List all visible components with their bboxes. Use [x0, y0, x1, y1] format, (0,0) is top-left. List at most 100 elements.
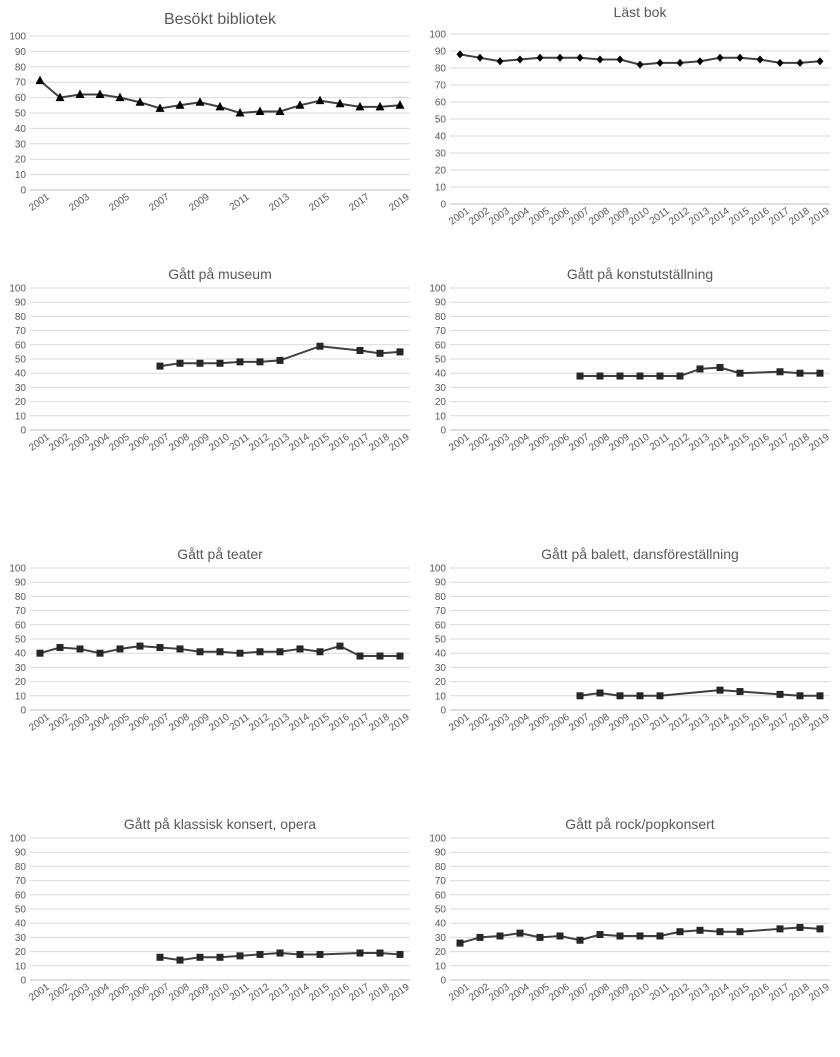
- data-point: [176, 359, 184, 367]
- y-tick-label: 0: [20, 426, 26, 437]
- x-tick-label: 2019: [807, 206, 832, 228]
- y-tick-label: 20: [15, 677, 27, 688]
- data-point: [316, 950, 324, 958]
- x-tick-label: 2007: [147, 192, 172, 214]
- data-point: [76, 645, 84, 653]
- data-point: [776, 690, 784, 698]
- data-point: [216, 953, 224, 961]
- x-tick-label: 2003: [67, 192, 92, 214]
- y-tick-label: 60: [435, 890, 447, 901]
- x-tick-label: 2011: [228, 712, 252, 734]
- data-point: [596, 55, 604, 64]
- y-tick-label: 40: [15, 124, 27, 135]
- y-tick-label: 40: [15, 369, 27, 380]
- y-tick-label: 70: [15, 606, 27, 617]
- data-point: [196, 953, 204, 961]
- y-tick-label: 90: [435, 848, 447, 859]
- chart-1: Läst bok01020304050607080901002001200220…: [429, 4, 832, 228]
- x-tick-label: 2011: [648, 206, 672, 228]
- y-tick-label: 20: [15, 947, 27, 958]
- y-tick-label: 0: [20, 976, 26, 987]
- y-tick-label: 100: [9, 284, 26, 295]
- y-tick-label: 10: [15, 691, 27, 702]
- data-point: [616, 55, 624, 64]
- chart-7: Gått på rock/popkonsert 0 10 20 30 40 50 60 70 80…: [429, 816, 832, 1004]
- x-tick-label: 2011: [228, 982, 252, 1004]
- y-tick-label: 30: [435, 383, 447, 394]
- y-tick-label: 50: [15, 905, 27, 916]
- y-tick-label: 100: [429, 30, 446, 41]
- y-tick-label: 60: [435, 98, 447, 109]
- data-point: [596, 689, 604, 697]
- data-point: [376, 652, 384, 660]
- data-point: [696, 57, 704, 66]
- x-tick-label: 2001: [27, 192, 52, 214]
- data-point: [616, 692, 624, 700]
- data-point: [315, 95, 325, 105]
- chart-title: Gått på balett, dansföreställning: [541, 546, 739, 562]
- data-point: [736, 928, 744, 936]
- data-point: [616, 932, 624, 940]
- data-point: [716, 53, 724, 62]
- x-tick-label: 2019: [387, 712, 412, 734]
- y-tick-label: 70: [15, 876, 27, 887]
- y-tick-label: 0: [20, 706, 26, 717]
- data-point: [816, 925, 824, 933]
- x-tick-label: 2019: [807, 982, 832, 1004]
- chart-title: Gått på teater: [177, 546, 263, 562]
- y-tick-label: 50: [435, 905, 447, 916]
- y-tick-label: 50: [15, 109, 27, 120]
- data-point: [316, 342, 324, 350]
- data-point: [396, 950, 404, 958]
- x-tick-label: 2019: [387, 192, 412, 214]
- data-point: [355, 101, 365, 111]
- y-tick-label: 20: [15, 397, 27, 408]
- y-tick-label: 80: [15, 312, 27, 323]
- data-point: [175, 100, 185, 109]
- y-tick-label: 10: [15, 170, 27, 181]
- data-point: [716, 928, 724, 936]
- data-point: [496, 932, 504, 940]
- data-point: [796, 369, 804, 377]
- chart-4: Gått på teater01020304050607080901002001…: [9, 546, 412, 734]
- data-point: [556, 932, 564, 940]
- data-point: [736, 369, 744, 377]
- y-tick-label: 20: [435, 166, 447, 177]
- y-tick-label: 70: [15, 78, 27, 89]
- y-tick-label: 30: [15, 383, 27, 394]
- y-tick-label: 10: [435, 183, 447, 194]
- data-point: [536, 53, 544, 62]
- data-point: [636, 372, 644, 380]
- y-tick-label: 50: [15, 355, 27, 366]
- data-point: [516, 55, 524, 64]
- y-tick-label: 20: [15, 155, 27, 166]
- y-tick-label: 30: [435, 149, 447, 160]
- y-tick-label: 30: [435, 933, 447, 944]
- data-point: [796, 923, 804, 931]
- y-tick-label: 40: [435, 919, 447, 930]
- data-point: [776, 58, 784, 67]
- data-point: [376, 949, 384, 957]
- data-point: [216, 359, 224, 367]
- y-tick-label: 50: [435, 355, 447, 366]
- data-point: [95, 89, 105, 99]
- data-point: [636, 932, 644, 940]
- data-point: [396, 652, 404, 660]
- data-point: [196, 648, 204, 656]
- data-point: [375, 101, 385, 111]
- data-point: [236, 952, 244, 960]
- data-point: [736, 688, 744, 696]
- data-point: [36, 649, 44, 657]
- data-point: [135, 97, 145, 106]
- chart-5: Gått på balett, dansföreställning 0 10 20 30…: [429, 546, 832, 734]
- x-tick-label: 2011: [648, 712, 672, 734]
- y-tick-label: 0: [440, 976, 446, 987]
- data-point: [256, 648, 264, 656]
- data-point: [576, 936, 584, 944]
- x-tick-label: 2019: [387, 432, 412, 454]
- data-point: [656, 692, 664, 700]
- data-point: [376, 349, 384, 357]
- data-point: [696, 926, 704, 934]
- y-tick-label: 90: [435, 298, 447, 309]
- data-point: [35, 75, 45, 85]
